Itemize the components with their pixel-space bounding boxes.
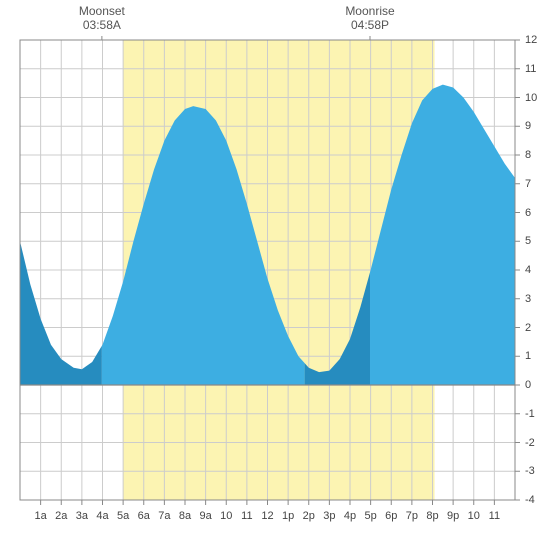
x-tick-label: 1p: [282, 510, 294, 522]
moonrise-time: 04:58P: [325, 18, 415, 32]
x-tick-label: 9p: [447, 510, 459, 522]
y-tick-label: 2: [525, 322, 531, 334]
y-tick-label: 1: [525, 350, 531, 362]
x-tick-label: 10: [220, 510, 232, 522]
tide-chart: Moonset 03:58A Moonrise 04:58P 1a 2a 3a 4a 5…: [0, 0, 550, 550]
y-tick-label: 9: [525, 120, 531, 132]
x-tick-label: 9a: [200, 510, 212, 522]
y-tick-label: 0: [525, 379, 531, 391]
y-tick-label: 5: [525, 235, 531, 247]
y-tick-label: 7: [525, 178, 531, 190]
y-tick-label: -4: [525, 494, 535, 506]
x-tick-label: 8p: [426, 510, 438, 522]
y-tick-label: -3: [525, 465, 535, 477]
x-tick-label: 11: [489, 510, 500, 522]
y-tick-label: -1: [525, 408, 535, 420]
x-tick-label: 5p: [365, 510, 377, 522]
x-tick-label: 1a: [35, 510, 47, 522]
y-tick-label: 3: [525, 293, 531, 305]
y-tick-label: 8: [525, 149, 531, 161]
x-tick-label: 6p: [385, 510, 397, 522]
x-tick-label: 4p: [344, 510, 356, 522]
y-tick-label: 12: [525, 34, 537, 46]
y-tick-label: 11: [525, 63, 536, 75]
x-tick-label: 5a: [117, 510, 129, 522]
y-tick-label: 6: [525, 207, 531, 219]
moonrise-label: Moonrise: [325, 4, 415, 18]
x-tick-label: 3a: [76, 510, 88, 522]
x-tick-label: 4a: [96, 510, 108, 522]
x-tick-label: 11: [241, 510, 252, 522]
x-tick-label: 8a: [179, 510, 191, 522]
x-tick-label: 10: [468, 510, 480, 522]
moonset-label: Moonset: [57, 4, 147, 18]
y-tick-label: 4: [525, 264, 531, 276]
moonrise-annotation: Moonrise 04:58P: [325, 4, 415, 33]
x-tick-label: 2a: [55, 510, 67, 522]
x-tick-label: 3p: [323, 510, 335, 522]
x-tick-label: 12: [261, 510, 273, 522]
x-tick-label: 2p: [303, 510, 315, 522]
x-tick-label: 6a: [138, 510, 150, 522]
moonset-annotation: Moonset 03:58A: [57, 4, 147, 33]
y-tick-label: 10: [525, 92, 537, 104]
moonset-time: 03:58A: [57, 18, 147, 32]
y-tick-label: -2: [525, 437, 535, 449]
chart-svg: [0, 0, 550, 550]
x-tick-label: 7p: [406, 510, 418, 522]
x-tick-label: 7a: [158, 510, 170, 522]
